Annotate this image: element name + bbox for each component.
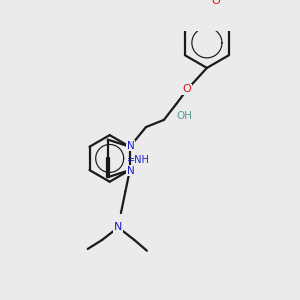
Text: O: O xyxy=(212,0,220,6)
Text: N: N xyxy=(127,141,135,151)
Text: O: O xyxy=(183,84,192,94)
Text: =NH: =NH xyxy=(128,155,150,165)
Text: N: N xyxy=(114,222,122,233)
Text: OH: OH xyxy=(176,111,192,121)
Text: N: N xyxy=(127,166,135,176)
